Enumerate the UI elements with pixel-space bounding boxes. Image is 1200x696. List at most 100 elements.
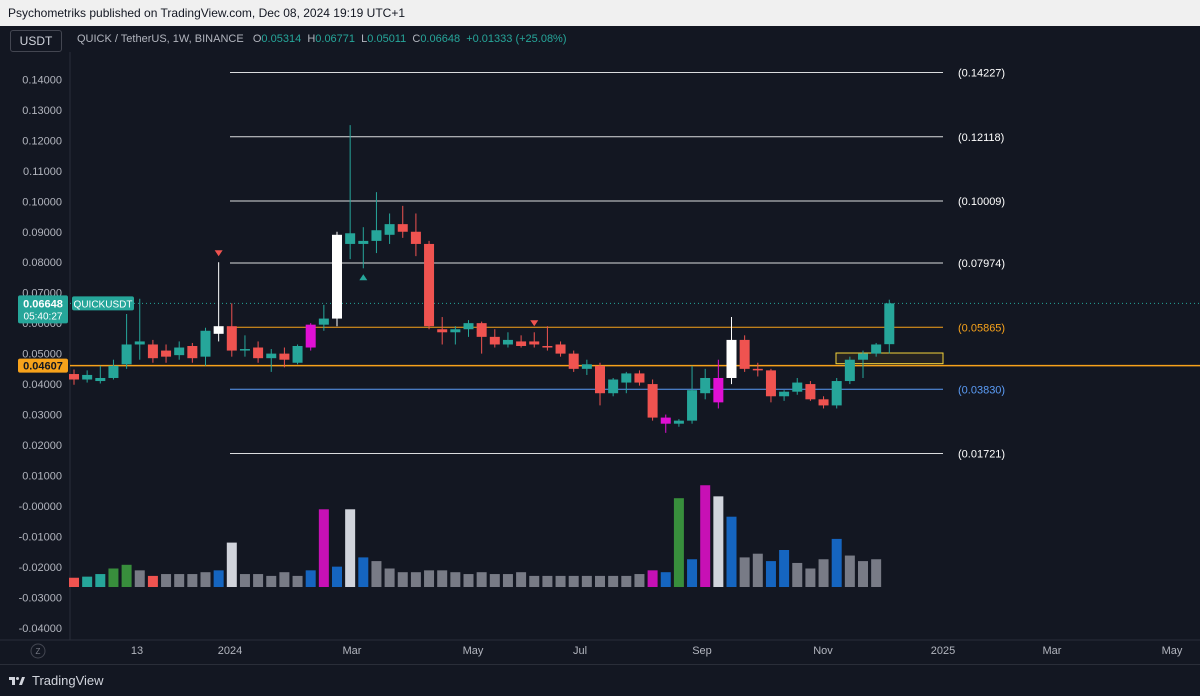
candle-body bbox=[476, 323, 487, 337]
volume-bar bbox=[871, 559, 882, 587]
candle-body bbox=[239, 349, 250, 351]
legend-close-value: 0.06648 bbox=[420, 33, 461, 45]
candle-body bbox=[121, 344, 132, 365]
volume-bar bbox=[858, 561, 868, 587]
ticker-tag-label: QUICKUSDT bbox=[74, 299, 133, 310]
volume-bar bbox=[529, 575, 540, 587]
volume-bar bbox=[792, 562, 803, 587]
candle-body bbox=[608, 379, 619, 394]
volume-bar bbox=[673, 498, 684, 587]
candle-body bbox=[161, 350, 172, 357]
candle-body bbox=[437, 329, 448, 333]
price-chart[interactable]: 0.14000 0.13000 0.12000 0.11000 0.10000 0.090… bbox=[0, 0, 1200, 664]
support-tag-value: 0.04607 bbox=[23, 361, 63, 373]
candle-body bbox=[634, 373, 645, 383]
volume-bar bbox=[345, 509, 356, 587]
candle-body bbox=[95, 377, 106, 382]
candle-body bbox=[174, 347, 185, 356]
candle-body bbox=[858, 353, 868, 360]
volume-bar bbox=[358, 557, 369, 587]
signal-up-marker bbox=[359, 274, 368, 281]
volume-bar bbox=[634, 574, 645, 587]
volume-bar bbox=[581, 575, 592, 587]
fib-level-label: (0.14227) bbox=[958, 68, 1005, 80]
candle-body bbox=[266, 353, 277, 359]
volume-bar bbox=[647, 570, 658, 587]
volume-bar bbox=[805, 568, 816, 587]
volume-bar bbox=[542, 575, 553, 587]
y-tick-label: 0.01000 bbox=[22, 470, 62, 482]
volume-bar bbox=[831, 538, 842, 587]
volume-bar bbox=[213, 570, 224, 587]
candle-body bbox=[752, 368, 763, 371]
candle-body bbox=[450, 329, 461, 333]
volume-bar bbox=[239, 574, 250, 587]
volume-bar bbox=[318, 509, 329, 587]
fib-level-label: (0.07974) bbox=[958, 258, 1005, 270]
tradingview-logo[interactable]: TradingView bbox=[8, 673, 104, 688]
candle-body bbox=[82, 374, 93, 380]
fib-level-label: (0.05865) bbox=[958, 322, 1005, 334]
volume-bar bbox=[476, 572, 487, 587]
legend-high-label: H bbox=[307, 33, 316, 45]
volume-bar bbox=[161, 574, 172, 587]
x-tick-label: Sep bbox=[692, 645, 712, 657]
chart-area[interactable] bbox=[0, 26, 1200, 664]
fib-level-label: (0.01721) bbox=[958, 449, 1005, 461]
price-tag-bg bbox=[18, 295, 68, 324]
x-tick-label: Nov bbox=[813, 645, 833, 657]
volume-bar bbox=[82, 576, 93, 587]
volume-bar bbox=[384, 568, 395, 587]
currency-button[interactable]: USDT bbox=[10, 30, 62, 52]
x-tick-label: 2024 bbox=[218, 645, 242, 657]
candle-body bbox=[463, 323, 474, 330]
volume-bar bbox=[69, 577, 79, 587]
candle-body bbox=[673, 420, 684, 424]
candle-body bbox=[371, 230, 382, 241]
candle-body bbox=[818, 399, 829, 406]
tradingview-logo-icon bbox=[9, 676, 25, 685]
candle-body bbox=[226, 326, 237, 351]
candle-body bbox=[844, 359, 855, 382]
candle-body bbox=[765, 370, 776, 397]
price-tag-value: 0.06648 bbox=[23, 298, 63, 310]
candle-body bbox=[726, 339, 737, 378]
volume-bar bbox=[397, 572, 408, 587]
price-tag-countdown: 05:40:27 bbox=[24, 311, 63, 322]
y-tick-label: 0.13000 bbox=[22, 105, 62, 117]
volume-bar bbox=[489, 574, 500, 587]
x-tick-label: Mar bbox=[343, 645, 362, 657]
candle-body bbox=[555, 344, 566, 354]
volume-bar bbox=[200, 572, 211, 587]
volume-bar bbox=[147, 575, 158, 587]
volume-bar bbox=[174, 574, 185, 587]
candle-body bbox=[884, 303, 895, 345]
legend-open-value: 0.05314 bbox=[261, 33, 302, 45]
candle-body bbox=[108, 365, 119, 378]
y-tick-label: 0.03000 bbox=[22, 410, 62, 422]
candle-body bbox=[424, 243, 435, 327]
candle-body bbox=[318, 318, 329, 325]
x-tick-label: 13 bbox=[131, 645, 143, 657]
volume-bar bbox=[660, 572, 671, 587]
support-tag-bg bbox=[18, 358, 68, 373]
legend-low-value: 0.05011 bbox=[367, 33, 407, 45]
tradingview-brand: TradingView bbox=[32, 673, 104, 688]
candle-body bbox=[69, 374, 79, 380]
legend-high-value: 0.06771 bbox=[315, 33, 356, 45]
volume-bar bbox=[595, 575, 605, 587]
signal-down-marker bbox=[530, 320, 539, 327]
candle-body bbox=[345, 233, 356, 244]
candle-body bbox=[200, 330, 211, 357]
volume-bar bbox=[437, 570, 448, 587]
volume-bar bbox=[844, 555, 855, 587]
volume-bar bbox=[95, 574, 106, 587]
y-tick-label: -0.02000 bbox=[19, 562, 62, 574]
candle-body bbox=[739, 339, 750, 369]
y-tick-label: 0.05000 bbox=[22, 349, 62, 361]
fib-level-label: (0.03830) bbox=[958, 384, 1005, 396]
volume-bar bbox=[818, 559, 829, 587]
candle-body bbox=[779, 391, 790, 397]
volume-bar bbox=[371, 561, 382, 587]
